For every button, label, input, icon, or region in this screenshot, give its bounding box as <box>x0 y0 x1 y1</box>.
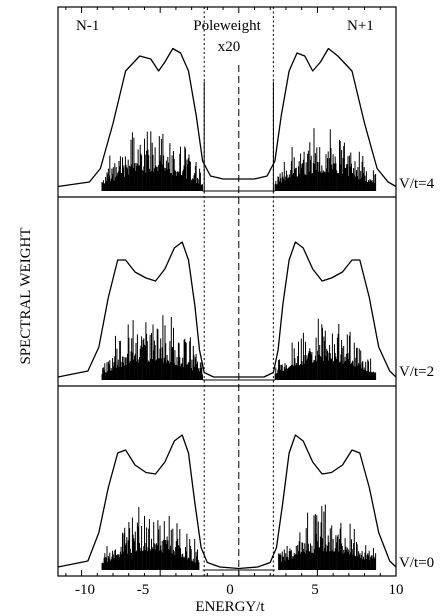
annotation-poleweight: Poleweight <box>193 18 261 34</box>
pole-spikes-panel-1 <box>101 315 377 380</box>
series-layer <box>57 47 397 571</box>
annotation-n-minus-1: N-1 <box>76 18 99 34</box>
envelope-curve-panel-2 <box>57 434 397 570</box>
x-tick-label-0: 0 <box>226 582 234 598</box>
x-tick-label-neg5: -5 <box>137 582 150 598</box>
x-tick-label-5: 5 <box>311 582 319 598</box>
plot-frame <box>57 6 397 577</box>
envelope-curve-panel-0 <box>57 47 397 188</box>
plot-area <box>57 6 397 577</box>
pole-spikes-panel-2 <box>101 504 377 570</box>
panel-label-v4: V/t=4 <box>399 176 435 192</box>
x-tick-label-neg10: -10 <box>75 582 95 598</box>
x-tick-label-10: 10 <box>389 582 404 598</box>
annotation-pole-scale: x20 <box>218 39 241 55</box>
x-axis-ticks <box>65 7 397 576</box>
x-axis-title: ENERGY/t <box>195 599 265 615</box>
envelope-curve-panel-1 <box>57 241 397 378</box>
panel-label-v0: V/t=0 <box>399 555 434 571</box>
panel-label-v2: V/t=2 <box>399 364 434 380</box>
pole-spikes-panel-0 <box>101 81 377 191</box>
annotation-n-plus-1: N+1 <box>347 18 374 34</box>
guide-lines <box>203 7 274 576</box>
y-axis-title: SPECTRAL WEIGHT <box>18 227 34 364</box>
